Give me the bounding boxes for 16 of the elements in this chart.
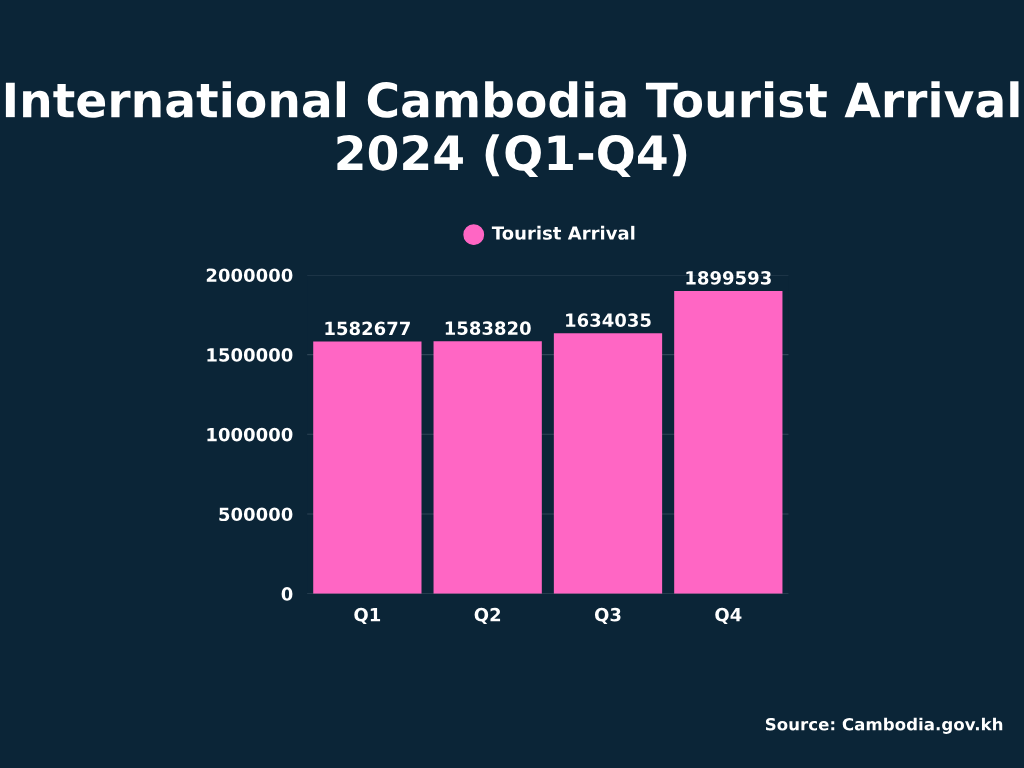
data-label: 1583820 (445, 321, 531, 335)
legend-label: Tourist Arrival (491, 225, 635, 240)
y-tick-label: 2000000 (206, 268, 293, 283)
x-tick-label: Q3 (594, 607, 621, 624)
y-tick-label: 1500000 (207, 348, 293, 362)
data-label: 1634035 (566, 313, 651, 327)
x-tick-label: Q2 (474, 607, 501, 624)
data-label: 1899593 (686, 271, 771, 285)
x-tick-label: Q4 (715, 607, 742, 624)
y-tick-label: 500000 (219, 507, 293, 522)
source-note: Source: Cambodia.gov.kh (765, 717, 1003, 734)
x-tick-label: Q1 (354, 607, 381, 624)
data-label: 1582677 (325, 321, 410, 336)
chart-title: International Cambodia Tourist Arrival 2024 (Q1-Q4) (5, 81, 1019, 177)
y-tick-label: 0 (281, 587, 293, 601)
y-tick-label: 1000000 (207, 427, 293, 442)
